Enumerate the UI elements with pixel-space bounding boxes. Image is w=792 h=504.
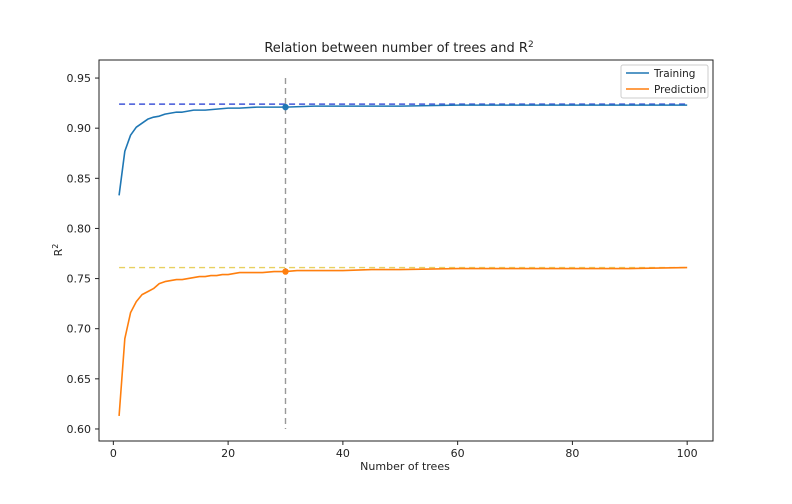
- y-tick-label: 0.90: [67, 122, 92, 135]
- legend-entry-training: Training: [653, 68, 695, 80]
- reference-lines: [119, 78, 688, 429]
- legend: Training Prediction: [620, 64, 709, 99]
- marker-training: [282, 103, 289, 111]
- x-tick-label: 60: [451, 447, 465, 460]
- chart-title: Relation between number of trees and R2: [264, 40, 533, 56]
- x-tick-label: 40: [336, 447, 350, 460]
- x-tick-label: 100: [677, 447, 698, 460]
- y-tick-label: 0.60: [67, 423, 92, 436]
- y-axis: 0.60 0.65 0.70 0.75 0.80 0.85 0.90 0.95: [67, 72, 99, 436]
- x-tick-label: 80: [565, 447, 579, 460]
- x-tick-label: 20: [221, 447, 235, 460]
- x-axis: 0 20 40 60 80 100: [110, 441, 698, 460]
- y-axis-label: R2: [51, 244, 65, 257]
- markers: [282, 103, 289, 275]
- x-axis-label: Number of trees: [360, 460, 450, 473]
- y-tick-label: 0.70: [67, 323, 92, 336]
- series-line-training: [118, 104, 688, 196]
- legend-entry-prediction: Prediction: [654, 84, 706, 96]
- plot-area: [98, 59, 714, 442]
- x-tick-label: 0: [110, 447, 117, 460]
- y-tick-label: 0.85: [67, 172, 92, 185]
- y-tick-label: 0.65: [67, 373, 92, 386]
- series-line-prediction: [118, 266, 688, 416]
- y-tick-label: 0.75: [67, 273, 92, 286]
- y-tick-label: 0.80: [67, 222, 92, 235]
- y-tick-label: 0.95: [67, 72, 92, 85]
- marker-prediction: [282, 268, 289, 275]
- series-lines: [118, 104, 688, 416]
